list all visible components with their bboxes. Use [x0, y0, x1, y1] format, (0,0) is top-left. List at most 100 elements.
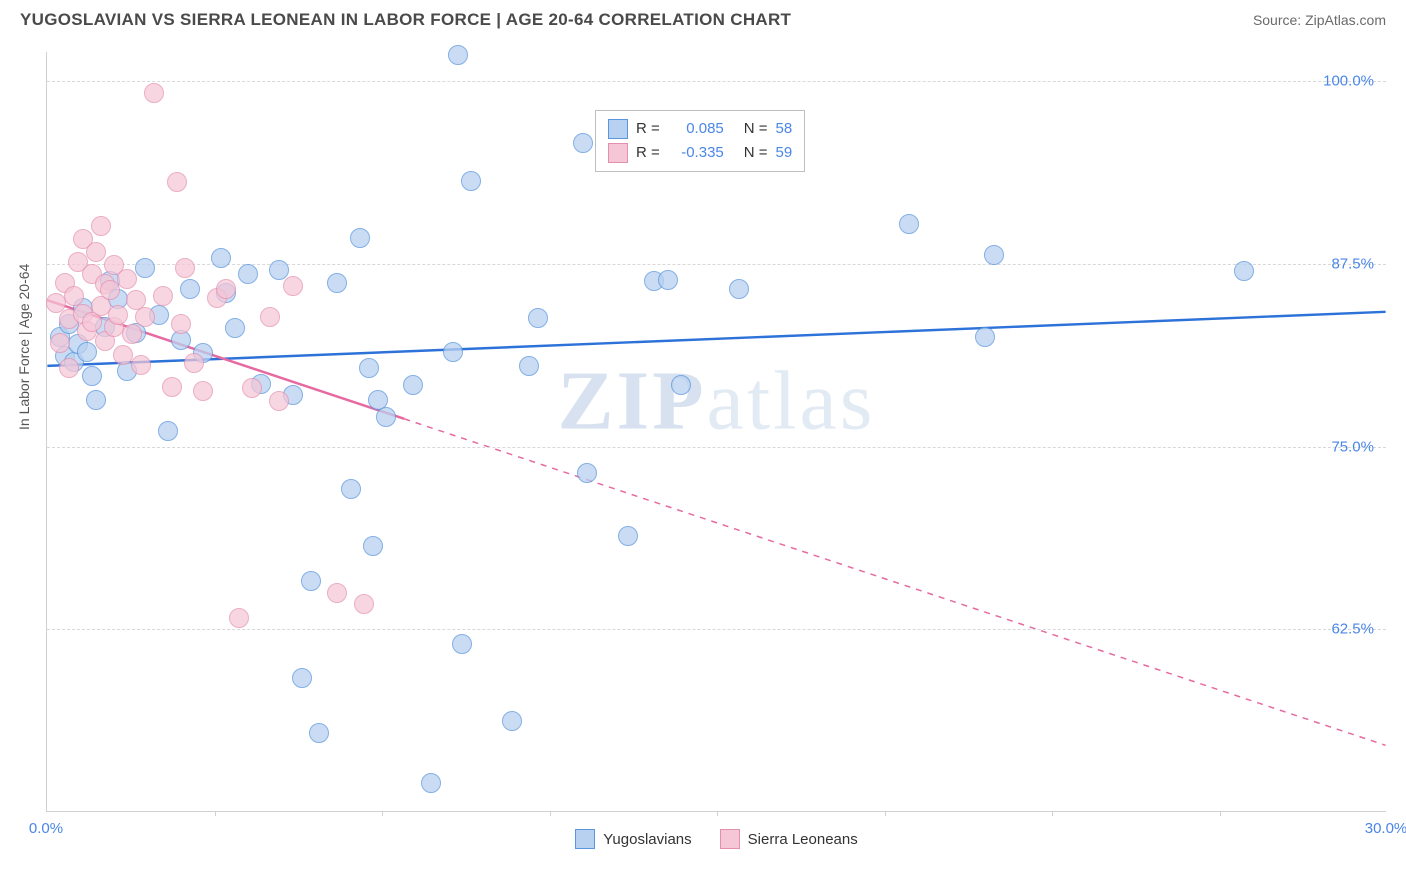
scatter-point: [729, 279, 749, 299]
x-minor-tick: [717, 811, 718, 816]
scatter-point: [91, 216, 111, 236]
x-tick-max: 30.0%: [1365, 820, 1406, 837]
scatter-point: [167, 172, 187, 192]
scatter-point: [50, 333, 70, 353]
scatter-point: [1234, 261, 1254, 281]
scatter-point: [171, 314, 191, 334]
scatter-point: [461, 171, 481, 191]
scatter-point: [108, 305, 128, 325]
gridline-horizontal: [47, 81, 1386, 82]
scatter-point: [82, 366, 102, 386]
scatter-point: [158, 421, 178, 441]
scatter-point: [452, 634, 472, 654]
scatter-point: [229, 608, 249, 628]
scatter-point: [403, 375, 423, 395]
scatter-point: [975, 327, 995, 347]
scatter-point: [443, 342, 463, 362]
legend-swatch: [720, 829, 740, 849]
scatter-point: [658, 270, 678, 290]
scatter-point: [376, 407, 396, 427]
chart-title: YUGOSLAVIAN VS SIERRA LEONEAN IN LABOR F…: [20, 10, 791, 30]
scatter-point: [216, 279, 236, 299]
gridline-horizontal: [47, 629, 1386, 630]
series-legend-label: Yugoslavians: [603, 831, 691, 848]
scatter-point: [618, 526, 638, 546]
gridline-horizontal: [47, 447, 1386, 448]
n-value: 58: [776, 117, 793, 141]
scatter-point: [184, 353, 204, 373]
scatter-point: [135, 258, 155, 278]
scatter-point: [175, 258, 195, 278]
scatter-point: [242, 378, 262, 398]
scatter-point: [327, 583, 347, 603]
scatter-point: [363, 536, 383, 556]
legend-swatch: [608, 119, 628, 139]
n-label: N =: [744, 117, 768, 141]
scatter-point: [238, 264, 258, 284]
scatter-point: [359, 358, 379, 378]
source-attribution: Source: ZipAtlas.com: [1253, 12, 1386, 28]
y-tick-label: 75.0%: [1331, 438, 1374, 455]
scatter-point: [350, 228, 370, 248]
r-value: -0.335: [668, 141, 724, 165]
legend-swatch: [608, 143, 628, 163]
scatter-point: [327, 273, 347, 293]
r-label: R =: [636, 141, 660, 165]
scatter-point: [260, 307, 280, 327]
scatter-point: [502, 711, 522, 731]
x-minor-tick: [382, 811, 383, 816]
scatter-point: [448, 45, 468, 65]
scatter-point: [153, 286, 173, 306]
scatter-point: [180, 279, 200, 299]
series-legend: Yugoslavians Sierra Leoneans: [47, 829, 1386, 849]
correlation-legend: R = 0.085 N = 58 R = -0.335 N = 59: [595, 110, 805, 172]
scatter-point: [77, 342, 97, 362]
x-minor-tick: [1220, 811, 1221, 816]
scatter-point: [225, 318, 245, 338]
watermark: ZIPatlas: [558, 353, 876, 450]
x-minor-tick: [550, 811, 551, 816]
scatter-point: [573, 133, 593, 153]
y-tick-label: 62.5%: [1331, 621, 1374, 638]
scatter-point: [211, 248, 231, 268]
scatter-point: [122, 324, 142, 344]
watermark-zip: ZIP: [558, 355, 707, 448]
scatter-point: [162, 377, 182, 397]
n-label: N =: [744, 141, 768, 165]
scatter-point: [113, 345, 133, 365]
scatter-point: [301, 571, 321, 591]
series-legend-item: Sierra Leoneans: [720, 829, 858, 849]
x-minor-tick: [885, 811, 886, 816]
r-value: 0.085: [668, 117, 724, 141]
correlation-legend-row: R = 0.085 N = 58: [608, 117, 792, 141]
r-label: R =: [636, 117, 660, 141]
scatter-point: [86, 242, 106, 262]
series-legend-label: Sierra Leoneans: [748, 831, 858, 848]
scatter-point: [144, 83, 164, 103]
watermark-atlas: atlas: [707, 355, 876, 448]
scatter-point: [309, 723, 329, 743]
legend-swatch: [575, 829, 595, 849]
scatter-point: [292, 668, 312, 688]
scatter-point: [86, 390, 106, 410]
scatter-point: [269, 391, 289, 411]
scatter-point: [671, 375, 691, 395]
x-minor-tick: [215, 811, 216, 816]
correlation-legend-row: R = -0.335 N = 59: [608, 141, 792, 165]
chart-plot-area: ZIPatlas R =0.085N = 58R =-0.335N = 59 Y…: [46, 52, 1386, 812]
x-minor-tick: [1052, 811, 1053, 816]
scatter-point: [577, 463, 597, 483]
scatter-point: [100, 280, 120, 300]
x-tick-min: 0.0%: [29, 820, 63, 837]
scatter-point: [135, 307, 155, 327]
n-value: 59: [776, 141, 793, 165]
scatter-point: [899, 214, 919, 234]
scatter-point: [117, 269, 137, 289]
scatter-point: [354, 594, 374, 614]
regression-line: [47, 312, 1385, 366]
regression-line-extrapolated: [404, 419, 1385, 745]
scatter-point: [59, 358, 79, 378]
scatter-point: [984, 245, 1004, 265]
scatter-point: [131, 355, 151, 375]
y-axis-label: In Labor Force | Age 20-64: [16, 264, 32, 430]
